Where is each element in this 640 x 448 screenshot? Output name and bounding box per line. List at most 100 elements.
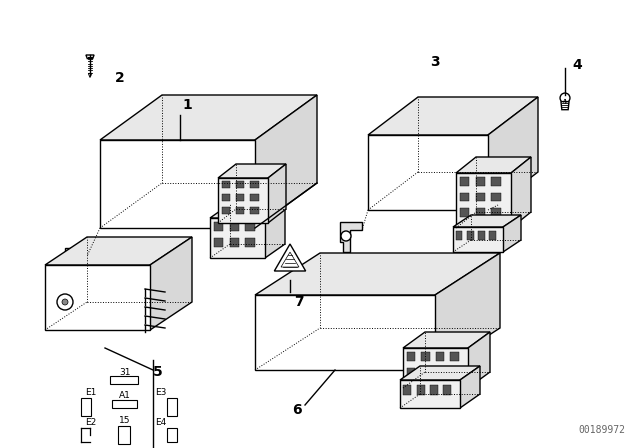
Bar bbox=[456, 231, 463, 240]
Polygon shape bbox=[265, 204, 285, 258]
Polygon shape bbox=[255, 253, 500, 295]
Bar bbox=[221, 194, 230, 201]
Bar bbox=[444, 385, 451, 395]
Bar bbox=[450, 368, 459, 377]
Polygon shape bbox=[210, 218, 265, 258]
Polygon shape bbox=[456, 173, 511, 228]
Bar bbox=[236, 207, 244, 214]
Polygon shape bbox=[400, 366, 480, 380]
Polygon shape bbox=[340, 222, 362, 252]
Polygon shape bbox=[100, 140, 255, 228]
Circle shape bbox=[66, 257, 76, 267]
Text: 2: 2 bbox=[115, 71, 125, 85]
Polygon shape bbox=[561, 102, 569, 110]
Polygon shape bbox=[468, 332, 490, 388]
Bar bbox=[236, 181, 244, 188]
Text: 3: 3 bbox=[430, 55, 440, 69]
Polygon shape bbox=[456, 157, 531, 173]
Bar bbox=[167, 428, 177, 442]
Bar bbox=[214, 238, 223, 247]
Text: 6: 6 bbox=[292, 403, 302, 417]
Polygon shape bbox=[453, 215, 521, 227]
Text: E3: E3 bbox=[156, 388, 166, 396]
Bar bbox=[250, 181, 259, 188]
Bar bbox=[230, 238, 239, 247]
Bar bbox=[492, 208, 500, 217]
Polygon shape bbox=[218, 178, 268, 223]
Bar bbox=[421, 352, 429, 361]
Polygon shape bbox=[400, 380, 460, 408]
Polygon shape bbox=[275, 244, 306, 271]
Polygon shape bbox=[368, 135, 488, 210]
Circle shape bbox=[62, 299, 68, 305]
Bar bbox=[221, 181, 230, 188]
Bar bbox=[430, 385, 438, 395]
Polygon shape bbox=[88, 73, 92, 78]
Bar bbox=[460, 193, 469, 201]
Bar bbox=[167, 398, 177, 416]
Bar bbox=[118, 426, 130, 444]
Polygon shape bbox=[403, 348, 468, 388]
Bar bbox=[110, 376, 138, 384]
Bar bbox=[236, 194, 244, 201]
Text: E4: E4 bbox=[156, 418, 166, 426]
Bar bbox=[81, 398, 91, 416]
Bar bbox=[406, 368, 415, 377]
Bar bbox=[230, 222, 239, 231]
Polygon shape bbox=[255, 295, 435, 370]
Bar bbox=[435, 368, 444, 377]
Bar bbox=[460, 208, 469, 217]
Circle shape bbox=[57, 294, 73, 310]
Text: E2: E2 bbox=[85, 418, 97, 426]
Polygon shape bbox=[218, 164, 286, 178]
Text: 1: 1 bbox=[182, 98, 192, 112]
Polygon shape bbox=[503, 215, 521, 252]
Bar bbox=[245, 222, 255, 231]
Bar bbox=[478, 231, 484, 240]
Polygon shape bbox=[210, 204, 285, 218]
Bar bbox=[214, 222, 223, 231]
Polygon shape bbox=[511, 157, 531, 228]
Bar bbox=[476, 208, 485, 217]
Polygon shape bbox=[86, 55, 94, 59]
Text: 5: 5 bbox=[153, 365, 163, 379]
Bar bbox=[421, 368, 429, 377]
Polygon shape bbox=[45, 265, 150, 330]
Polygon shape bbox=[435, 253, 500, 370]
Polygon shape bbox=[488, 97, 538, 210]
Bar bbox=[112, 400, 137, 408]
Polygon shape bbox=[150, 237, 192, 330]
Bar bbox=[406, 352, 415, 361]
Bar bbox=[476, 177, 485, 185]
Text: E1: E1 bbox=[85, 388, 97, 396]
Bar bbox=[245, 238, 255, 247]
Text: 4: 4 bbox=[572, 58, 582, 72]
Bar bbox=[476, 193, 485, 201]
Text: 31: 31 bbox=[119, 367, 131, 376]
Text: 00189972: 00189972 bbox=[578, 425, 625, 435]
Polygon shape bbox=[65, 248, 87, 278]
Text: 7: 7 bbox=[294, 295, 303, 309]
Bar bbox=[221, 207, 230, 214]
Bar bbox=[250, 194, 259, 201]
Polygon shape bbox=[453, 227, 503, 252]
Polygon shape bbox=[255, 95, 317, 228]
Polygon shape bbox=[460, 366, 480, 408]
Bar bbox=[467, 231, 474, 240]
Bar bbox=[250, 207, 259, 214]
Bar bbox=[492, 193, 500, 201]
Polygon shape bbox=[403, 332, 490, 348]
Text: A1: A1 bbox=[119, 391, 131, 400]
Bar bbox=[489, 231, 496, 240]
Circle shape bbox=[560, 93, 570, 103]
Circle shape bbox=[341, 231, 351, 241]
Bar bbox=[492, 177, 500, 185]
Bar bbox=[450, 352, 459, 361]
Polygon shape bbox=[268, 164, 286, 223]
Polygon shape bbox=[100, 95, 317, 140]
Bar bbox=[460, 177, 469, 185]
Bar bbox=[417, 385, 425, 395]
Bar bbox=[435, 352, 444, 361]
Bar bbox=[403, 385, 412, 395]
Text: 15: 15 bbox=[119, 415, 131, 425]
